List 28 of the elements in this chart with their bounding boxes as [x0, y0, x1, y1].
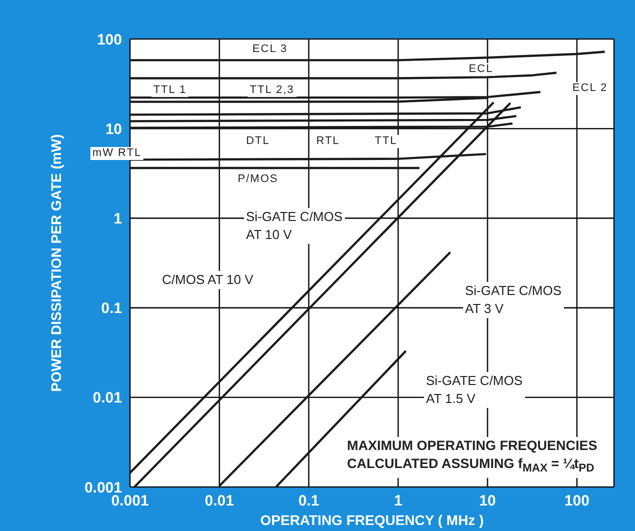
y-tick-label: 10 [105, 120, 122, 138]
x-tick-label: 0.1 [298, 492, 320, 510]
annotation: Si-GATE C/MOS AT 10 V [244, 208, 345, 244]
y-tick-label: 100 [96, 31, 122, 48]
annotation: ECL 3 [250, 43, 290, 56]
annotation: TTL 1 [151, 84, 189, 97]
y-tick-label: 0.01 [92, 390, 122, 407]
annotation: MAXIMUM OPERATING FREQUENCIES CALCULATED ASSUMING f$_{MAX}$ = ¼t$_{PD}$ [345, 437, 600, 478]
y-tick-label: 0.001 [84, 479, 122, 496]
x-axis-title: OPERATING FREQUENCY ( MHz ) [260, 512, 484, 528]
annotation: Si-GATE C/MOS AT 3 V [463, 282, 564, 318]
annotation: RTL [314, 135, 342, 148]
y-tick-label: 0.1 [101, 300, 122, 318]
annotation: ECL 2 [570, 82, 610, 95]
annotation: C/MOS AT 10 V [160, 271, 256, 289]
annotation: TTL 2,3 [248, 84, 296, 97]
annotation: DTL [244, 135, 272, 148]
annotation: Si-GATE C/MOS AT 1.5 V [424, 372, 525, 408]
x-tick-label: 10 [479, 492, 496, 510]
annotation: TTL [372, 135, 400, 148]
x-tick-label: 100 [564, 492, 590, 510]
x-tick-label: 0.01 [204, 492, 234, 510]
y-axis-title: POWER DISSIPATION PER GATE (mW) [48, 134, 64, 392]
annotation: ECL [466, 63, 496, 76]
y-tick-label: 1 [114, 210, 122, 228]
annotation: mW RTL [90, 147, 144, 160]
x-tick-label: 1 [394, 492, 402, 510]
annotation: P/MOS [236, 173, 280, 186]
